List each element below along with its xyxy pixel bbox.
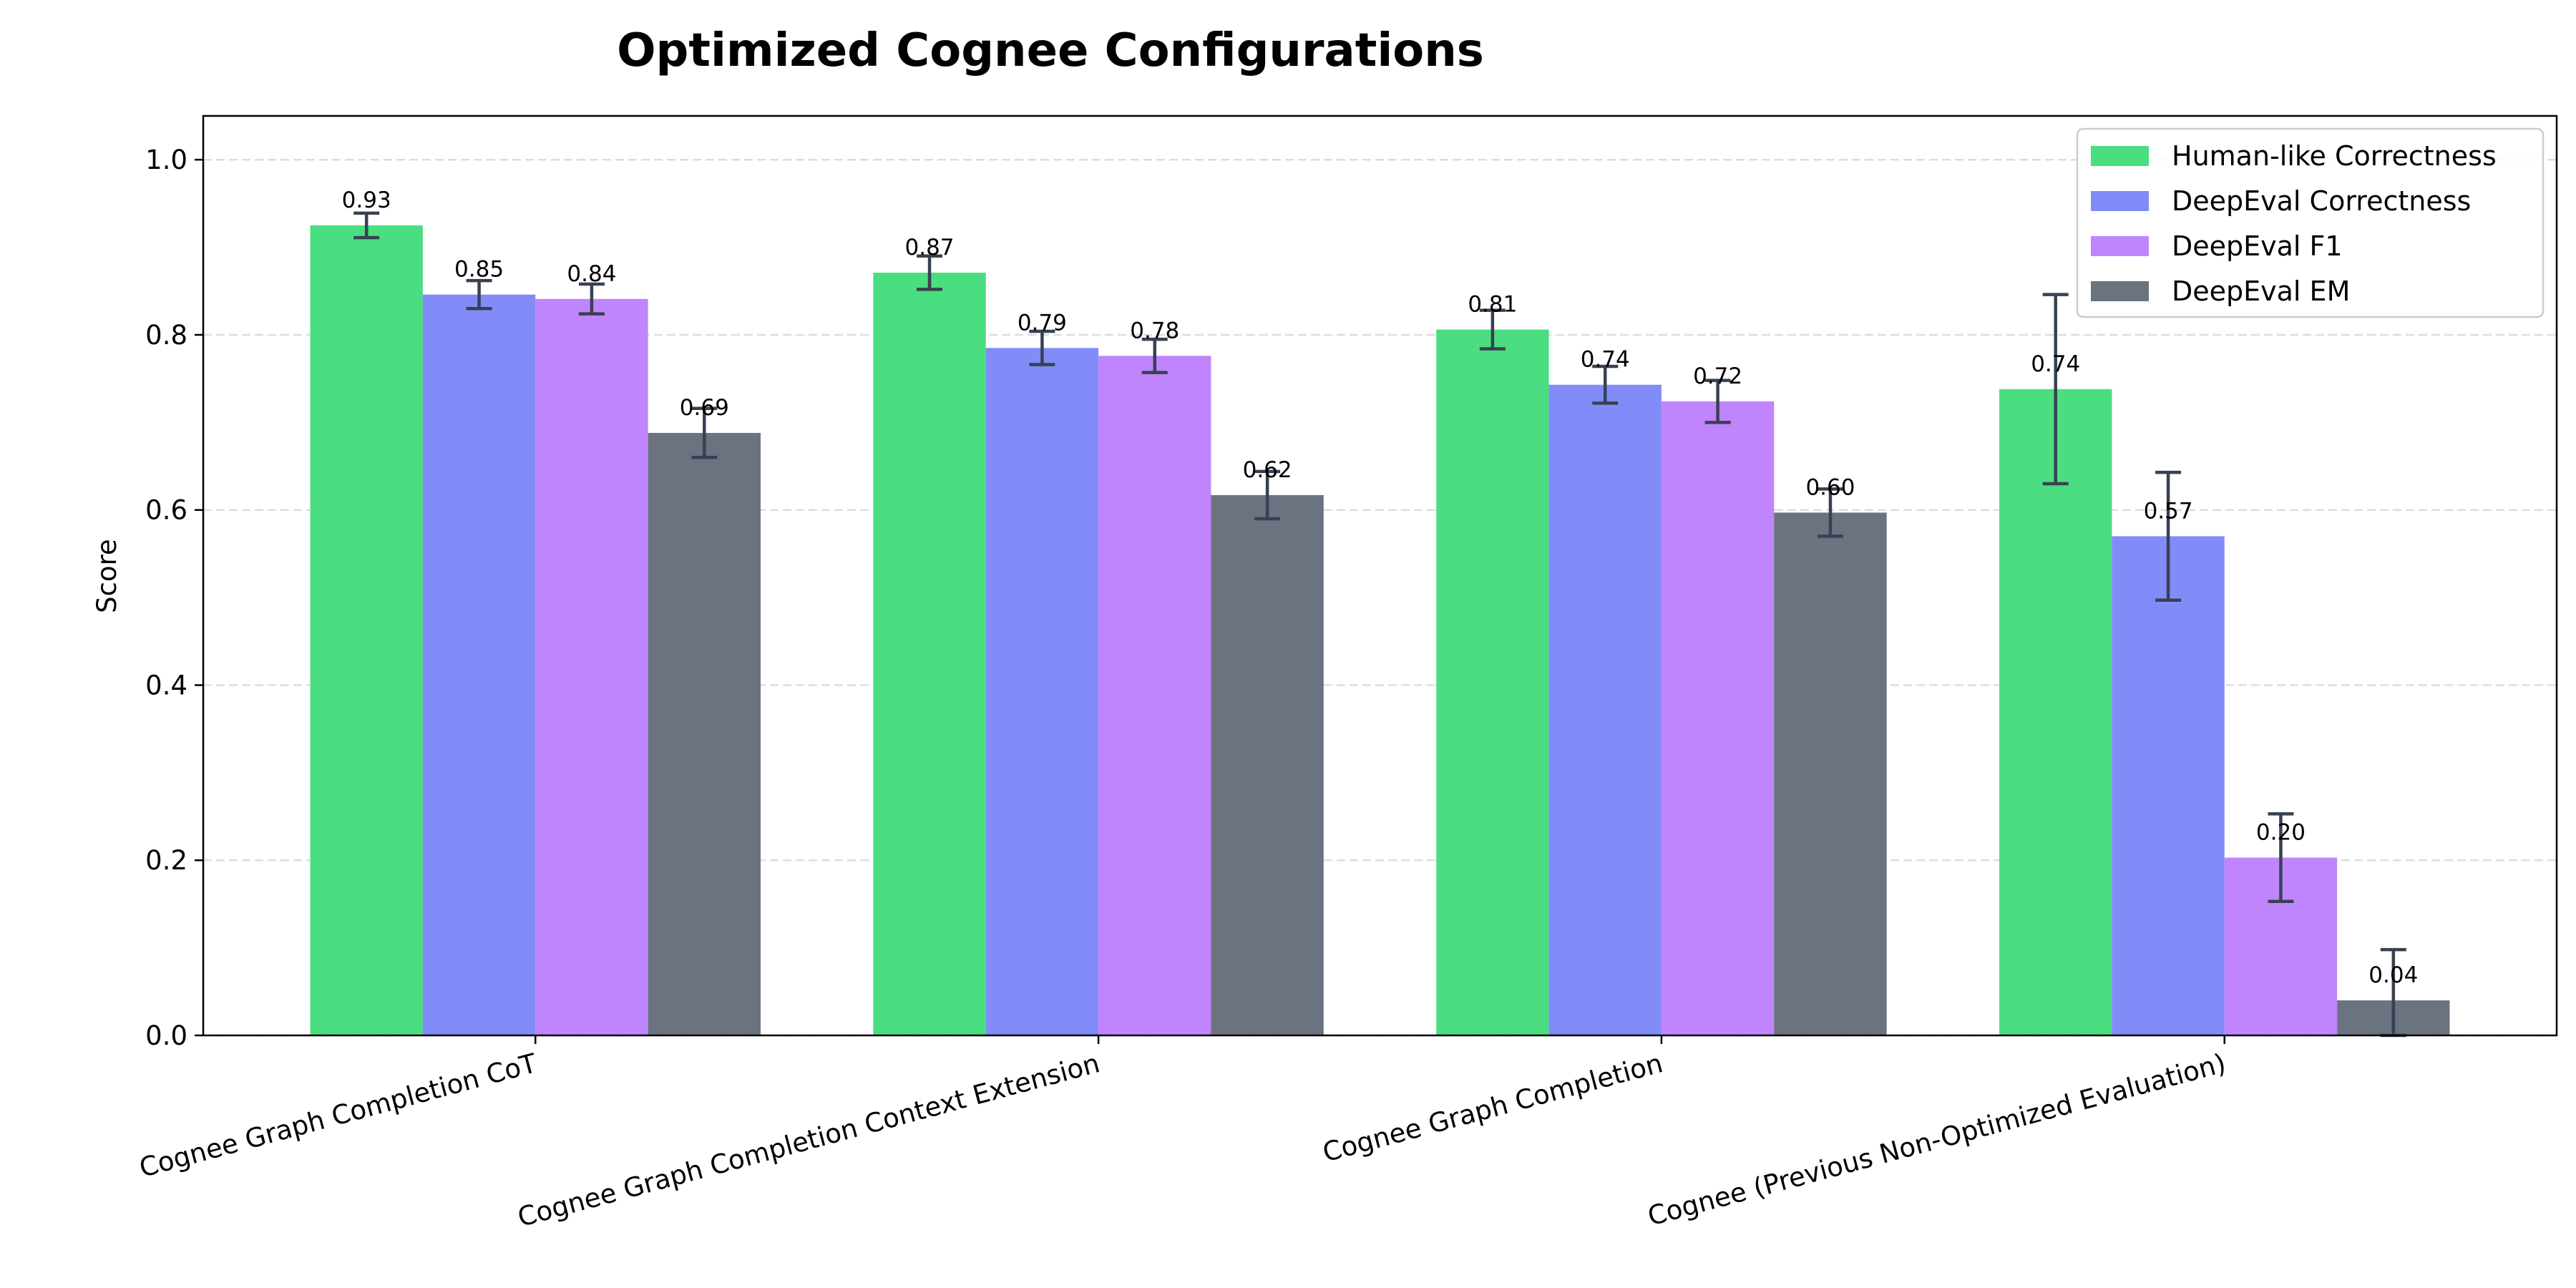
value-label: 0.62 [1243,457,1292,483]
bars [310,225,2450,1036]
y-tick-label: 0.6 [145,495,187,526]
legend-swatch [2091,281,2149,301]
y-tick-label: 0.4 [145,670,187,701]
legend-label: DeepEval F1 [2172,230,2343,262]
value-labels: 0.93 0.87 0.81 0.74 0.85 0.79 0.74 0.57 0.84 0.78… [342,187,2419,988]
bar [1098,356,1211,1035]
bar [1661,401,1775,1035]
value-label: 0.57 [2144,498,2193,524]
bar [873,273,986,1035]
value-label: 0.84 [567,261,616,287]
value-label: 0.79 [1018,310,1067,336]
bar [648,433,761,1035]
legend-box [2076,127,2545,318]
y-axis-label: Score [92,539,122,613]
bar [1548,384,1662,1035]
bar [2112,536,2225,1035]
value-label: 0.74 [2031,351,2080,377]
legend-swatch [2091,236,2149,256]
value-label: 0.85 [454,257,504,283]
y-axis: 0.0 0.2 0.4 0.6 0.8 1.0 [145,145,203,1051]
value-label: 0.81 [1468,292,1517,318]
value-label: 0.60 [1805,474,1855,500]
value-label: 0.74 [1581,347,1630,373]
bar [1774,512,1887,1035]
bar [1999,389,2112,1035]
error-bars [353,211,2406,1038]
value-label: 0.69 [680,395,729,421]
value-label: 0.93 [342,187,391,213]
value-label: 0.87 [905,235,955,260]
bar [985,348,1099,1035]
bar [1211,494,1324,1035]
bar [310,225,423,1035]
x-tick-label: Cognee Graph Completion [1319,1048,1666,1168]
bar [422,294,536,1036]
y-tick-label: 0.8 [145,320,187,351]
x-tick-label: Cognee (Previous Non-Optimized Evaluatio… [1644,1048,2229,1231]
value-label: 0.20 [2256,820,2306,846]
legend-label: DeepEval Correctness [2172,185,2471,217]
y-tick-label: 0.0 [145,1020,187,1051]
value-label: 0.72 [1693,364,1742,389]
legend-swatch [2091,146,2149,166]
value-label: 0.78 [1130,318,1179,343]
legend-label: DeepEval EM [2172,275,2350,307]
x-tick-label: Cognee Graph Completion CoT [136,1048,540,1184]
bar [1436,329,1549,1036]
bar [535,298,648,1036]
y-tick-label: 0.2 [145,845,187,876]
legend-label: Human-like Correctness [2172,140,2497,172]
value-label: 0.04 [2368,962,2418,988]
legend-swatch [2091,191,2149,211]
legend: Human-like Correctness DeepEval Correctne… [2076,127,2545,318]
chart-title: Optimized Cognee Configurations [617,24,1484,77]
plot-frame [202,114,2558,1037]
x-tick-label: Cognee Graph Completion Context Extensio… [514,1048,1103,1233]
y-tick-label: 1.0 [145,145,187,175]
